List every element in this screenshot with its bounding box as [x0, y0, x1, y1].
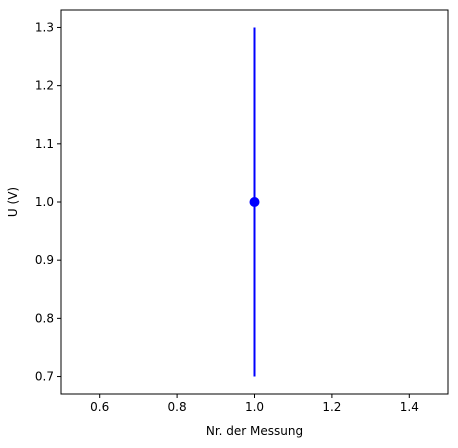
- y-tick-label: 1.3: [35, 20, 54, 34]
- x-tick-label: 1.4: [400, 400, 419, 414]
- x-axis-ticks: 0.6 0.8 1.0 1.2 1.4: [90, 394, 419, 414]
- x-tick-label: 0.8: [168, 400, 187, 414]
- x-axis-label: Nr. der Messung: [206, 424, 303, 438]
- y-tick-label: 0.8: [35, 311, 54, 325]
- y-tick-label: 1.2: [35, 79, 54, 93]
- data-point: [249, 197, 260, 207]
- x-tick-label: 0.6: [90, 400, 109, 414]
- y-axis-ticks: 0.7 0.8 0.9 1.0 1.1 1.2 1.3: [35, 20, 61, 384]
- y-tick-label: 0.7: [35, 370, 54, 384]
- plot-frame: [60, 9, 449, 395]
- y-tick-label: 1.1: [35, 137, 54, 151]
- y-tick-label: 1.0: [35, 195, 54, 209]
- x-tick-label: 1.2: [322, 400, 341, 414]
- y-axis-label: U (V): [6, 187, 20, 217]
- data-marks: [249, 27, 260, 377]
- x-tick-label: 1.0: [245, 400, 264, 414]
- y-tick-label: 0.9: [35, 253, 54, 267]
